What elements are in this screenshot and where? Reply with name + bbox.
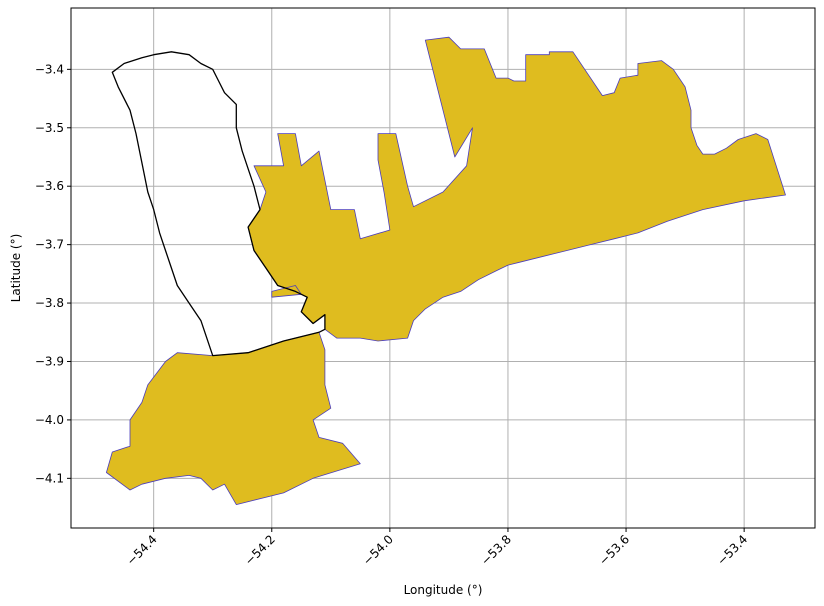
- y-axis-label: Latitude (°): [9, 234, 23, 303]
- y-tick-label: −4.1: [35, 471, 64, 485]
- y-tick-label: −3.7: [35, 238, 64, 252]
- filled-region: [106, 331, 361, 506]
- x-tick-label: −54.2: [242, 532, 278, 568]
- x-axis-label: Longitude (°): [404, 583, 483, 597]
- y-tick-label: −3.8: [35, 296, 64, 310]
- y-tick-label: −3.6: [35, 179, 64, 193]
- x-tick-label: −53.6: [596, 532, 632, 568]
- x-tick-label: −53.4: [714, 532, 750, 568]
- plot-frame: [70, 7, 816, 529]
- filled-region: [247, 36, 786, 342]
- y-tick-label: −4.0: [35, 413, 64, 427]
- y-tick-label: −3.9: [35, 354, 64, 368]
- y-tick-label: −3.5: [35, 121, 64, 135]
- x-tick-label: −53.8: [478, 532, 514, 568]
- y-tick-label: −3.4: [35, 62, 64, 76]
- x-tick-label: −54.0: [360, 532, 396, 568]
- outline-region: [111, 51, 326, 357]
- x-tick-label: −54.4: [124, 532, 160, 568]
- map-regions: [106, 36, 786, 506]
